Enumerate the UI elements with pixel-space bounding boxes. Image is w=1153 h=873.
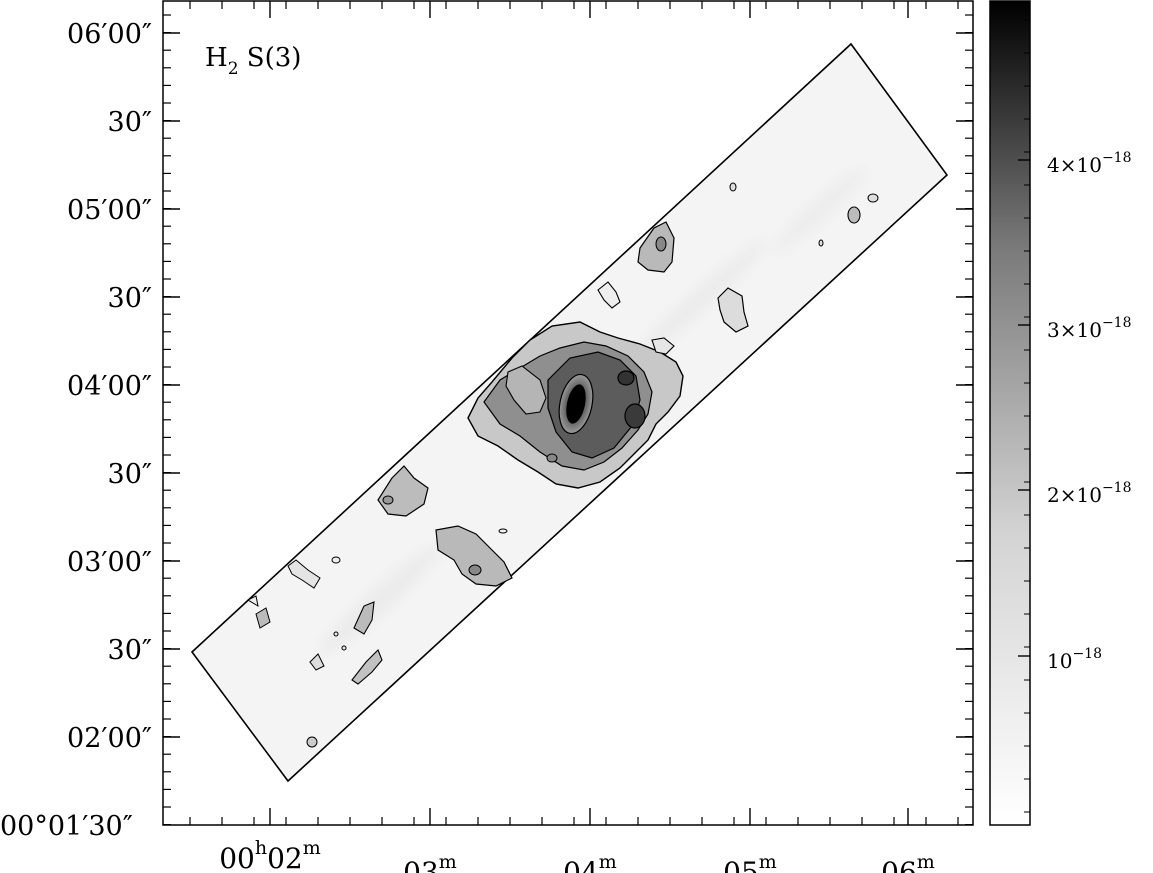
x-tick-label: 06m: [881, 851, 935, 873]
x-tick-label: 05m: [723, 851, 777, 873]
y-tick-label: 05′00″: [67, 195, 152, 226]
y-tick-label: 06′00″: [67, 19, 152, 50]
emission-blob-sw1: [435, 525, 513, 587]
x-tick-label: 00h02m: [219, 837, 321, 873]
colorbar-label: 4×10−18: [1047, 150, 1131, 177]
x-axis-ticks: [189, 1, 959, 825]
h2-emission: [246, 182, 879, 748]
colorbar-gradient: [989, 0, 1031, 826]
x-axis-labels: 00h02m 03m 04m 05m 06m: [219, 837, 935, 873]
x-tick-label: 03m: [403, 851, 457, 873]
colorbar-label: 2×10−18: [1047, 480, 1131, 507]
x-tick-label: 04m: [563, 851, 617, 873]
emission-blob-e: [717, 287, 749, 333]
y-tick-label: 03′00″: [67, 547, 152, 578]
colorbar-label: 3×10−18: [1047, 315, 1131, 342]
colorbar-label: 10−18: [1047, 646, 1102, 673]
y-tick-label: 04′00″: [67, 371, 152, 402]
knot-east: [624, 403, 646, 429]
y-axis-origin-label: 00°01′30″: [0, 811, 133, 842]
map-title: H2 S(3): [205, 43, 301, 79]
colorbar: 4×10−18 3×10−18 2×10−18 10−18: [989, 0, 1131, 826]
y-tick-label: 30″: [108, 283, 152, 314]
knot-northeast: [617, 370, 635, 386]
y-axis-ticks: [163, 14, 973, 826]
y-tick-label: 30″: [108, 107, 152, 138]
y-tick-label: 30″: [108, 635, 152, 666]
y-tick-label: 02′00″: [67, 723, 152, 754]
y-tick-label: 30″: [108, 459, 152, 490]
y-axis-labels: 06′00″ 30″ 05′00″ 30″ 04′00″ 30″ 03′00″ 30″ 02′0…: [67, 19, 152, 754]
